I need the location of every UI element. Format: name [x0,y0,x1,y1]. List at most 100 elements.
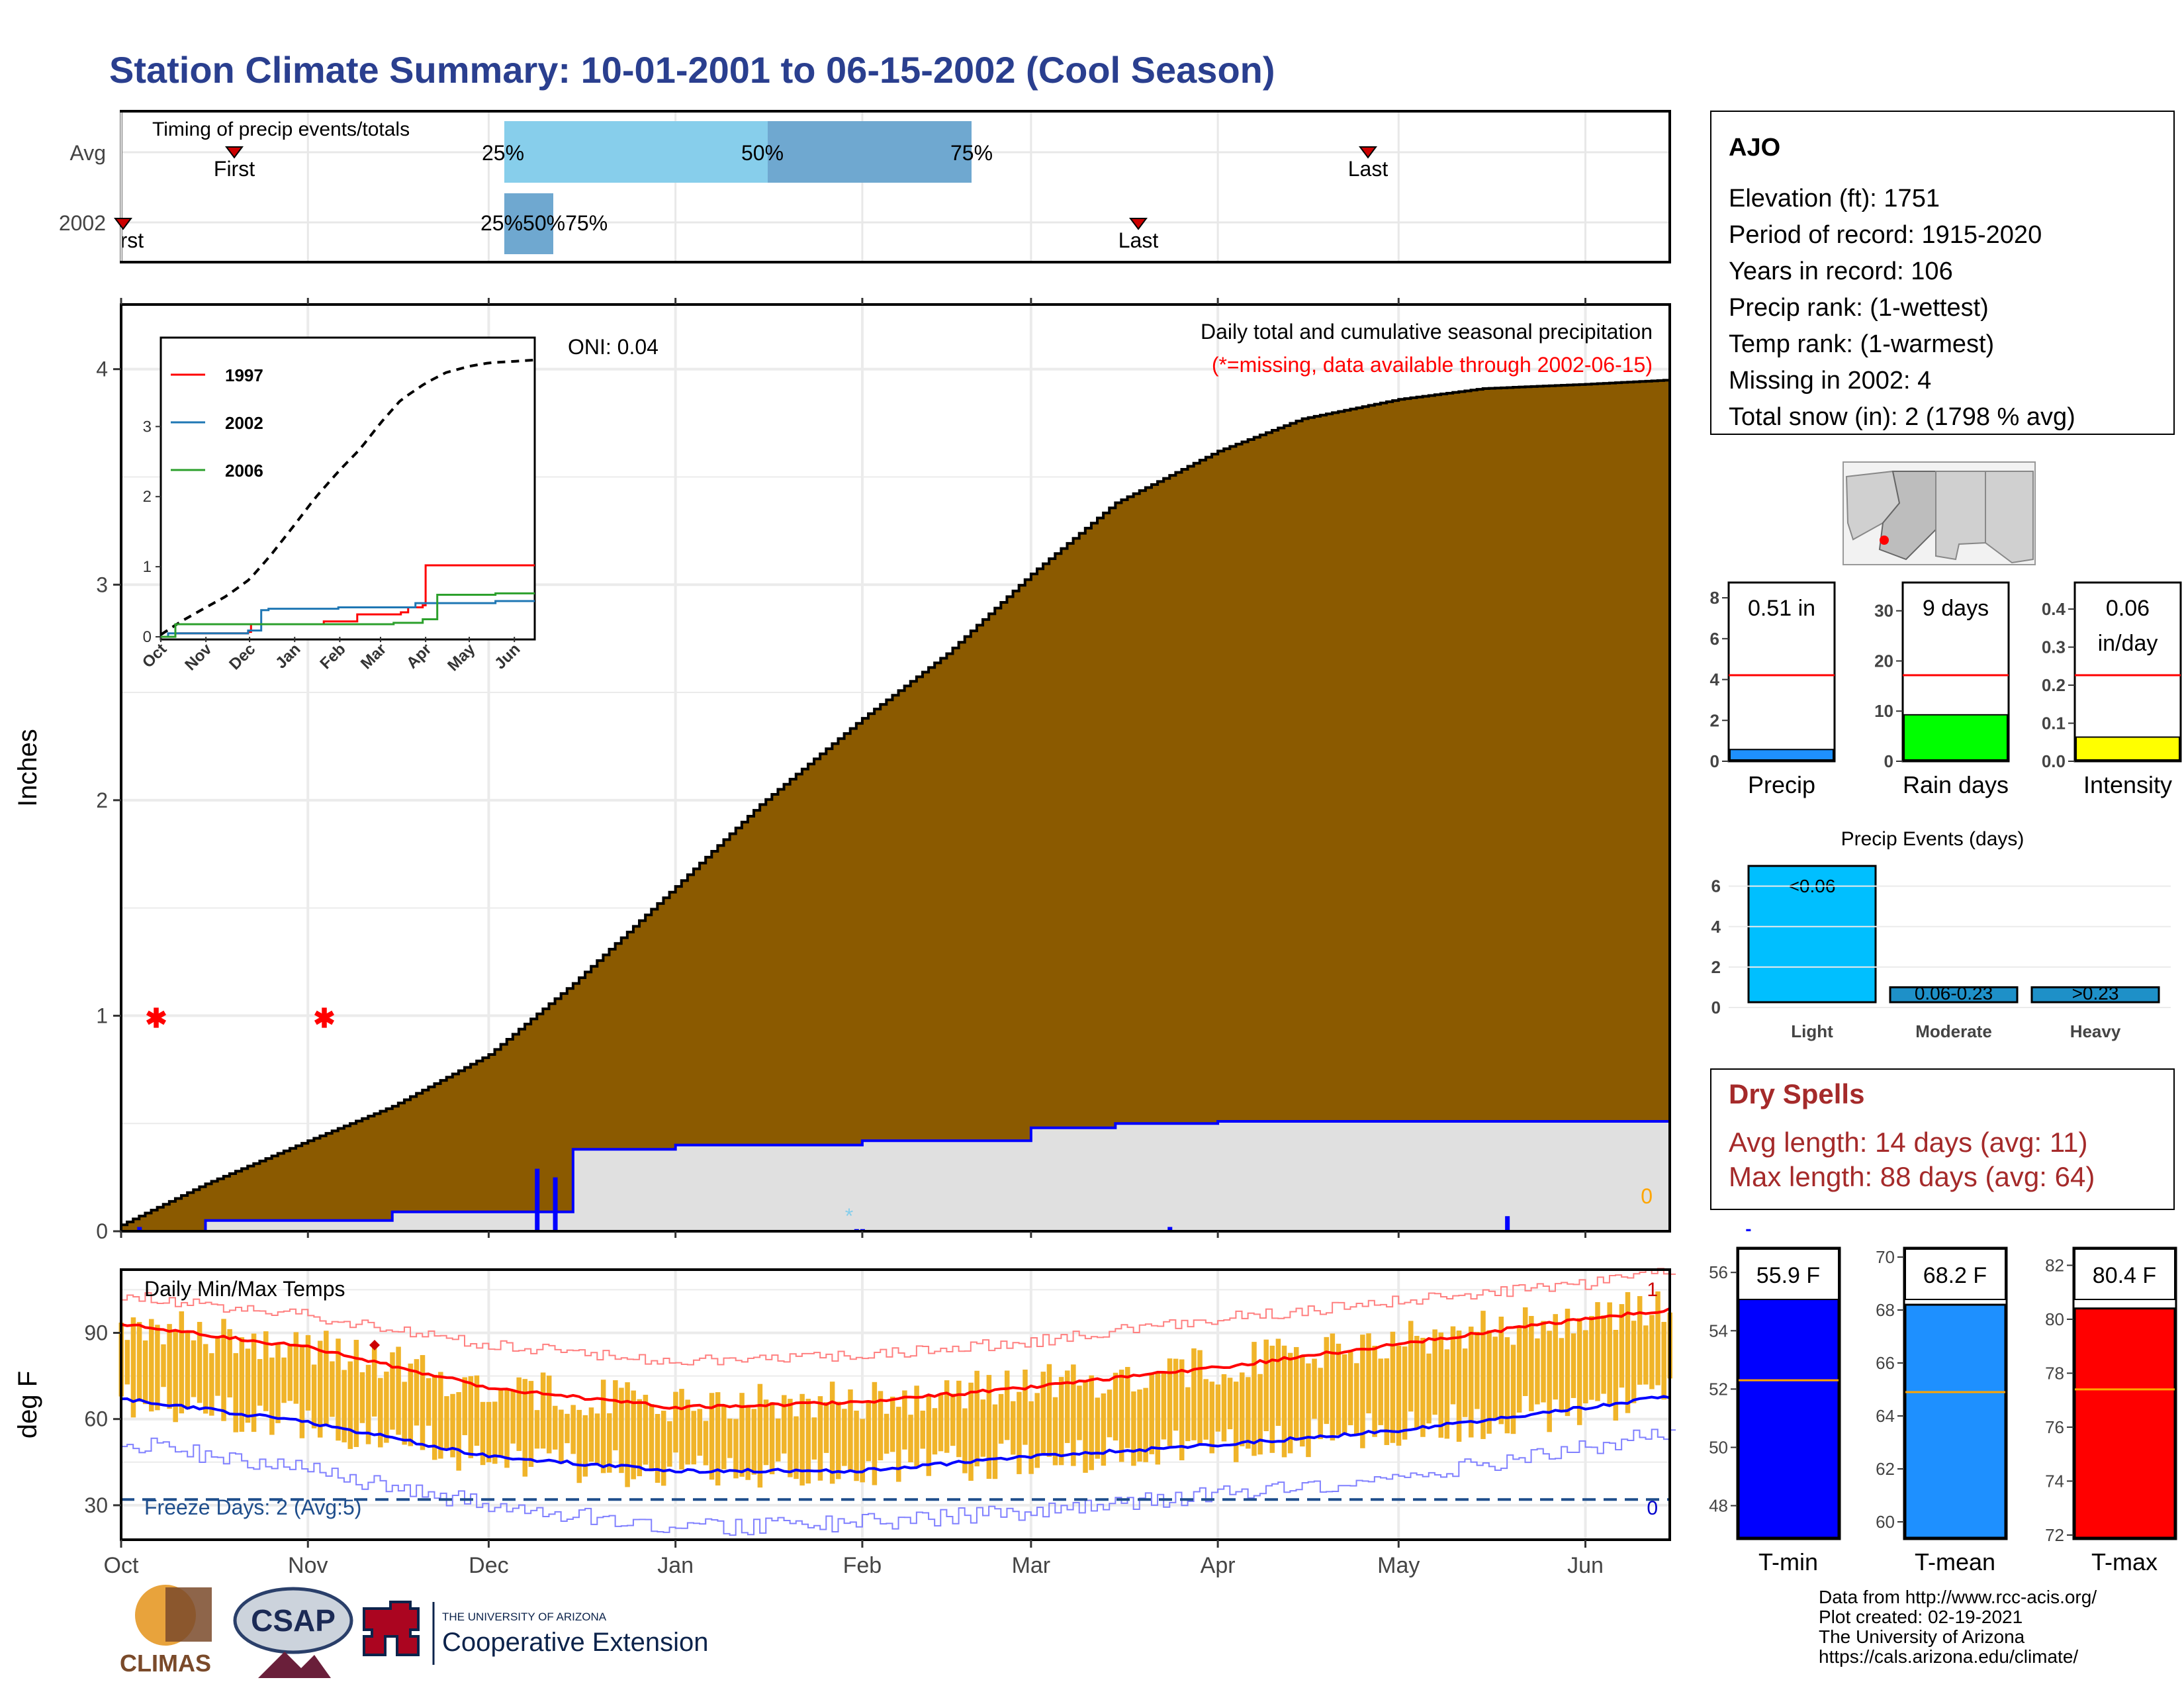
daily-temp-bar [679,1389,684,1470]
daily-temp-bar [1155,1372,1161,1465]
daily-temp-bar [980,1399,986,1457]
intensity-frame [2073,581,2182,763]
mini-tick-label: 20 [1874,651,1893,671]
daily-temp-bar [1143,1387,1148,1462]
daily-temp-bar [1161,1372,1167,1440]
events-bar-label: 0.06-0.23 [1915,983,1993,1004]
temp-y-tick-label: 30 [84,1493,108,1517]
daily-temp-bar [1281,1345,1287,1458]
daily-temp-bar [1631,1321,1637,1403]
daily-temp-bar [1131,1391,1136,1466]
daily-temp-bar [408,1363,414,1446]
daily-temp-bar [1541,1321,1546,1403]
daily-temp-bar [619,1387,624,1474]
daily-temp-bar [782,1395,787,1454]
daily-temp-bar [1040,1372,1046,1454]
daily-temp-bar [185,1332,191,1410]
daily-temp-bar [1583,1330,1588,1403]
daily-temp-bar [854,1411,859,1481]
daily-temp-bar [365,1364,371,1444]
daily-temp-bar [1366,1333,1371,1414]
station-line: Period of record: 1915-2020 [1729,221,2042,249]
daily-temp-bar [1209,1382,1215,1454]
precip-y-axis: 0 1 2 3 4 [96,298,1587,1243]
rain-days-bar-fill [1903,714,2008,761]
daily-temp-bar [546,1376,552,1454]
events-bar [2030,986,2160,1004]
daily-temp-bar [1071,1364,1076,1466]
daily-temp-bar [582,1415,588,1477]
daily-temp-bar [1601,1315,1606,1394]
events-axis: Light Moderate Heavy 0 2 4 6 [1711,876,2171,1041]
temp-title: Daily Min/Max Temps [144,1277,345,1301]
avg-min-line [120,1395,1670,1474]
climas-logo: CLIMAS [120,1585,212,1677]
daily-temp-bar [269,1357,275,1435]
daily-precip-bar [553,1177,558,1231]
temp-summary-tick-label: 74 [2045,1471,2064,1491]
daily-temp-bar [1227,1378,1233,1430]
daily-temp-bar [751,1409,757,1475]
tmean-value: 68.2 F [1923,1263,1987,1288]
daily-temp-bar [1089,1375,1094,1470]
inset-y-tick-label: 2 [143,488,152,506]
timing-title: Timing of precip events/totals [152,118,410,140]
daily-temp-bar [432,1374,437,1460]
temp-summary-tick-label: 66 [1876,1353,1895,1373]
daily-temp-bar [1125,1367,1130,1448]
mini-tick-label: 6 [1710,629,1719,649]
temp-summary-tick-label: 70 [1876,1247,1895,1267]
mini-tick-label: 0 [1884,751,1893,771]
events-tick-label: 6 [1711,876,1721,896]
daily-temp-bar [823,1402,829,1453]
daily-temp-bar [1637,1295,1643,1385]
precip-summary-frame [1727,581,1836,763]
daily-temp-bar [1173,1358,1179,1431]
daily-temp-bar [1576,1318,1582,1425]
daily-temp-bar [1522,1307,1528,1396]
daily-temp-bar [733,1419,739,1479]
daily-temp-bar [456,1392,461,1471]
daily-temp-bar [643,1395,649,1465]
daily-temp-bar [968,1382,974,1481]
daily-temp-bar [1432,1329,1437,1415]
daily-temp-bar [299,1346,305,1438]
events-bar [1747,865,1877,1004]
temp-summary-tick-label: 54 [1709,1321,1728,1340]
intensity-summary-bar: 0.06 in/day Intensity 0.0 0.1 0.2 0.3 0.4 [2042,581,2182,798]
inset-y-tick-label: 0 [143,628,152,646]
daily-temp-bar [1559,1338,1565,1413]
precip-summary-bar: 0.51 in Precip 0 2 4 6 8 [1710,581,1836,798]
events-category-label: Heavy [2070,1021,2121,1041]
daily-temp-bar [1034,1393,1040,1468]
events-bar-label: >0.23 [2072,983,2119,1004]
daily-temp-bar [378,1378,383,1448]
intensity-unit: in/day [2098,631,2158,656]
legend-1997: 1997 [225,365,263,385]
cumulative-2002-fill [121,1121,1670,1231]
daily-temp-bar [889,1396,895,1452]
daily-temp-bar [878,1391,884,1460]
daily-temp-bar [528,1381,534,1467]
temp-summary-tick-label: 52 [1709,1379,1728,1399]
timing-2002-last-label: Last [1118,228,1159,252]
daily-temp-bar [884,1413,889,1454]
temp-y-tick-label: 90 [84,1321,108,1344]
precip-zero-count: 0 [1641,1184,1653,1208]
daily-temp-bar [1535,1338,1540,1405]
tmin-value-box [1738,1248,1839,1300]
daily-temp-bar [1372,1346,1377,1437]
mini-tick-label: 0.3 [2042,637,2066,657]
temp-y-tick-label: 60 [84,1407,108,1431]
page-title: Station Climate Summary: 10-01-2001 to 0… [109,49,1275,91]
daily-temp-bar [1118,1370,1124,1462]
daily-temp-bar [1287,1352,1293,1454]
daily-temp-bar [926,1395,932,1476]
timing-row-2002: 2002 [59,211,106,235]
daily-temp-bar [794,1416,799,1479]
cumulative-avg-area [120,379,1671,1233]
temp-x-tick-label: Mar [1012,1553,1051,1578]
daily-temp-bar [510,1389,516,1444]
legend-2002: 2002 [225,413,263,433]
